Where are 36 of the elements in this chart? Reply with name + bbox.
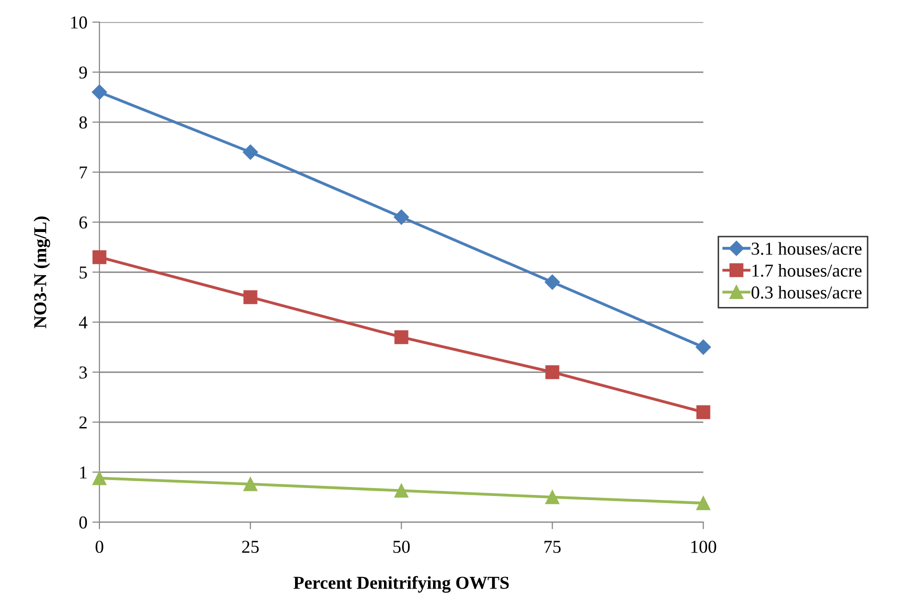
y-axis-title: NO3-N (mg/L) (34, 216, 50, 328)
point (696, 340, 711, 355)
point (545, 490, 560, 504)
point (92, 471, 106, 486)
y-tick-label: 6 (79, 216, 88, 229)
point (544, 274, 560, 290)
point (394, 210, 409, 225)
legend-label: 3.1 houses/acre (752, 242, 862, 255)
point (243, 477, 258, 492)
y-tick-label: 2 (79, 416, 87, 428)
y-tick-label: 3 (79, 366, 87, 379)
point (92, 250, 106, 264)
x-tick-label: 0 (96, 540, 104, 553)
x-tick-label: 50 (393, 540, 410, 553)
point (696, 496, 710, 510)
y-tick-label: 4 (78, 316, 88, 328)
point (243, 290, 258, 304)
y-tick-label: 0 (79, 516, 87, 529)
point (394, 484, 408, 498)
y-tick-label: 8 (79, 116, 87, 129)
y-tick-label: 1 (80, 466, 87, 478)
point (696, 405, 710, 420)
point (394, 330, 408, 344)
legend-label: 1.7 houses/acre (752, 264, 862, 277)
y-tick-label: 5 (80, 266, 87, 279)
point (242, 144, 258, 160)
point (545, 365, 560, 380)
x-tick-label: 75 (544, 540, 561, 553)
y-tick-label: 7 (80, 166, 88, 178)
y-tick-label: 9 (79, 66, 87, 79)
legend-label: 0.3 houses/acre (752, 286, 862, 299)
x-tick-label: 100 (691, 540, 716, 553)
x-axis-title: Percent Denitrifying OWTS (294, 576, 509, 593)
x-tick-label: 25 (242, 540, 259, 553)
y-tick-label: 10 (71, 16, 87, 29)
point (92, 84, 108, 100)
